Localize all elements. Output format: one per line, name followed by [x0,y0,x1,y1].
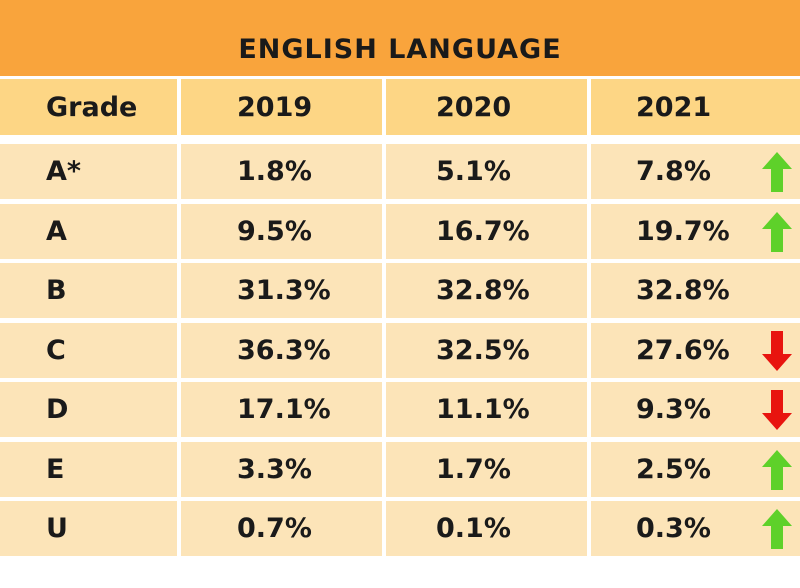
header-2021: 2021 [591,79,800,135]
cell-2020: 32.5% [386,323,587,378]
header-grade: Grade [0,79,177,135]
cell-grade: A* [0,144,177,199]
cell-2021: 9.3% [591,382,800,437]
arrow-up-icon [762,509,792,549]
cell-2020: 16.7% [386,204,587,259]
cell-2021: 27.6% [591,323,800,378]
cell-grade: C [0,323,177,378]
cell-2020: 32.8% [386,263,587,318]
arrow-up-icon [762,212,792,252]
cell-grade: U [0,501,177,556]
cell-2021: 0.3% [591,501,800,556]
cell-2019: 17.1% [181,382,382,437]
cell-grade: B [0,263,177,318]
cell-2021: 19.7% [591,204,800,259]
cell-2021: 2.5% [591,442,800,497]
cell-2019: 9.5% [181,204,382,259]
cell-2019: 36.3% [181,323,382,378]
arrow-up-icon [762,450,792,490]
cell-2020: 0.1% [386,501,587,556]
cell-2019: 3.3% [181,442,382,497]
cell-2021: 32.8% [591,263,800,318]
cell-2021: 7.8% [591,144,800,199]
arrow-down-icon [762,390,792,430]
arrow-up-icon [762,152,792,192]
header-2019: 2019 [181,79,382,135]
arrow-down-icon [762,331,792,371]
table-title-bar: ENGLISH LANGUAGE [0,0,800,76]
cell-grade: D [0,382,177,437]
cell-2019: 31.3% [181,263,382,318]
cell-2020: 5.1% [386,144,587,199]
cell-2020: 11.1% [386,382,587,437]
cell-2019: 0.7% [181,501,382,556]
cell-grade: A [0,204,177,259]
table-title: ENGLISH LANGUAGE [238,33,562,65]
header-2020: 2020 [386,79,587,135]
cell-grade: E [0,442,177,497]
cell-2019: 1.8% [181,144,382,199]
cell-2020: 1.7% [386,442,587,497]
